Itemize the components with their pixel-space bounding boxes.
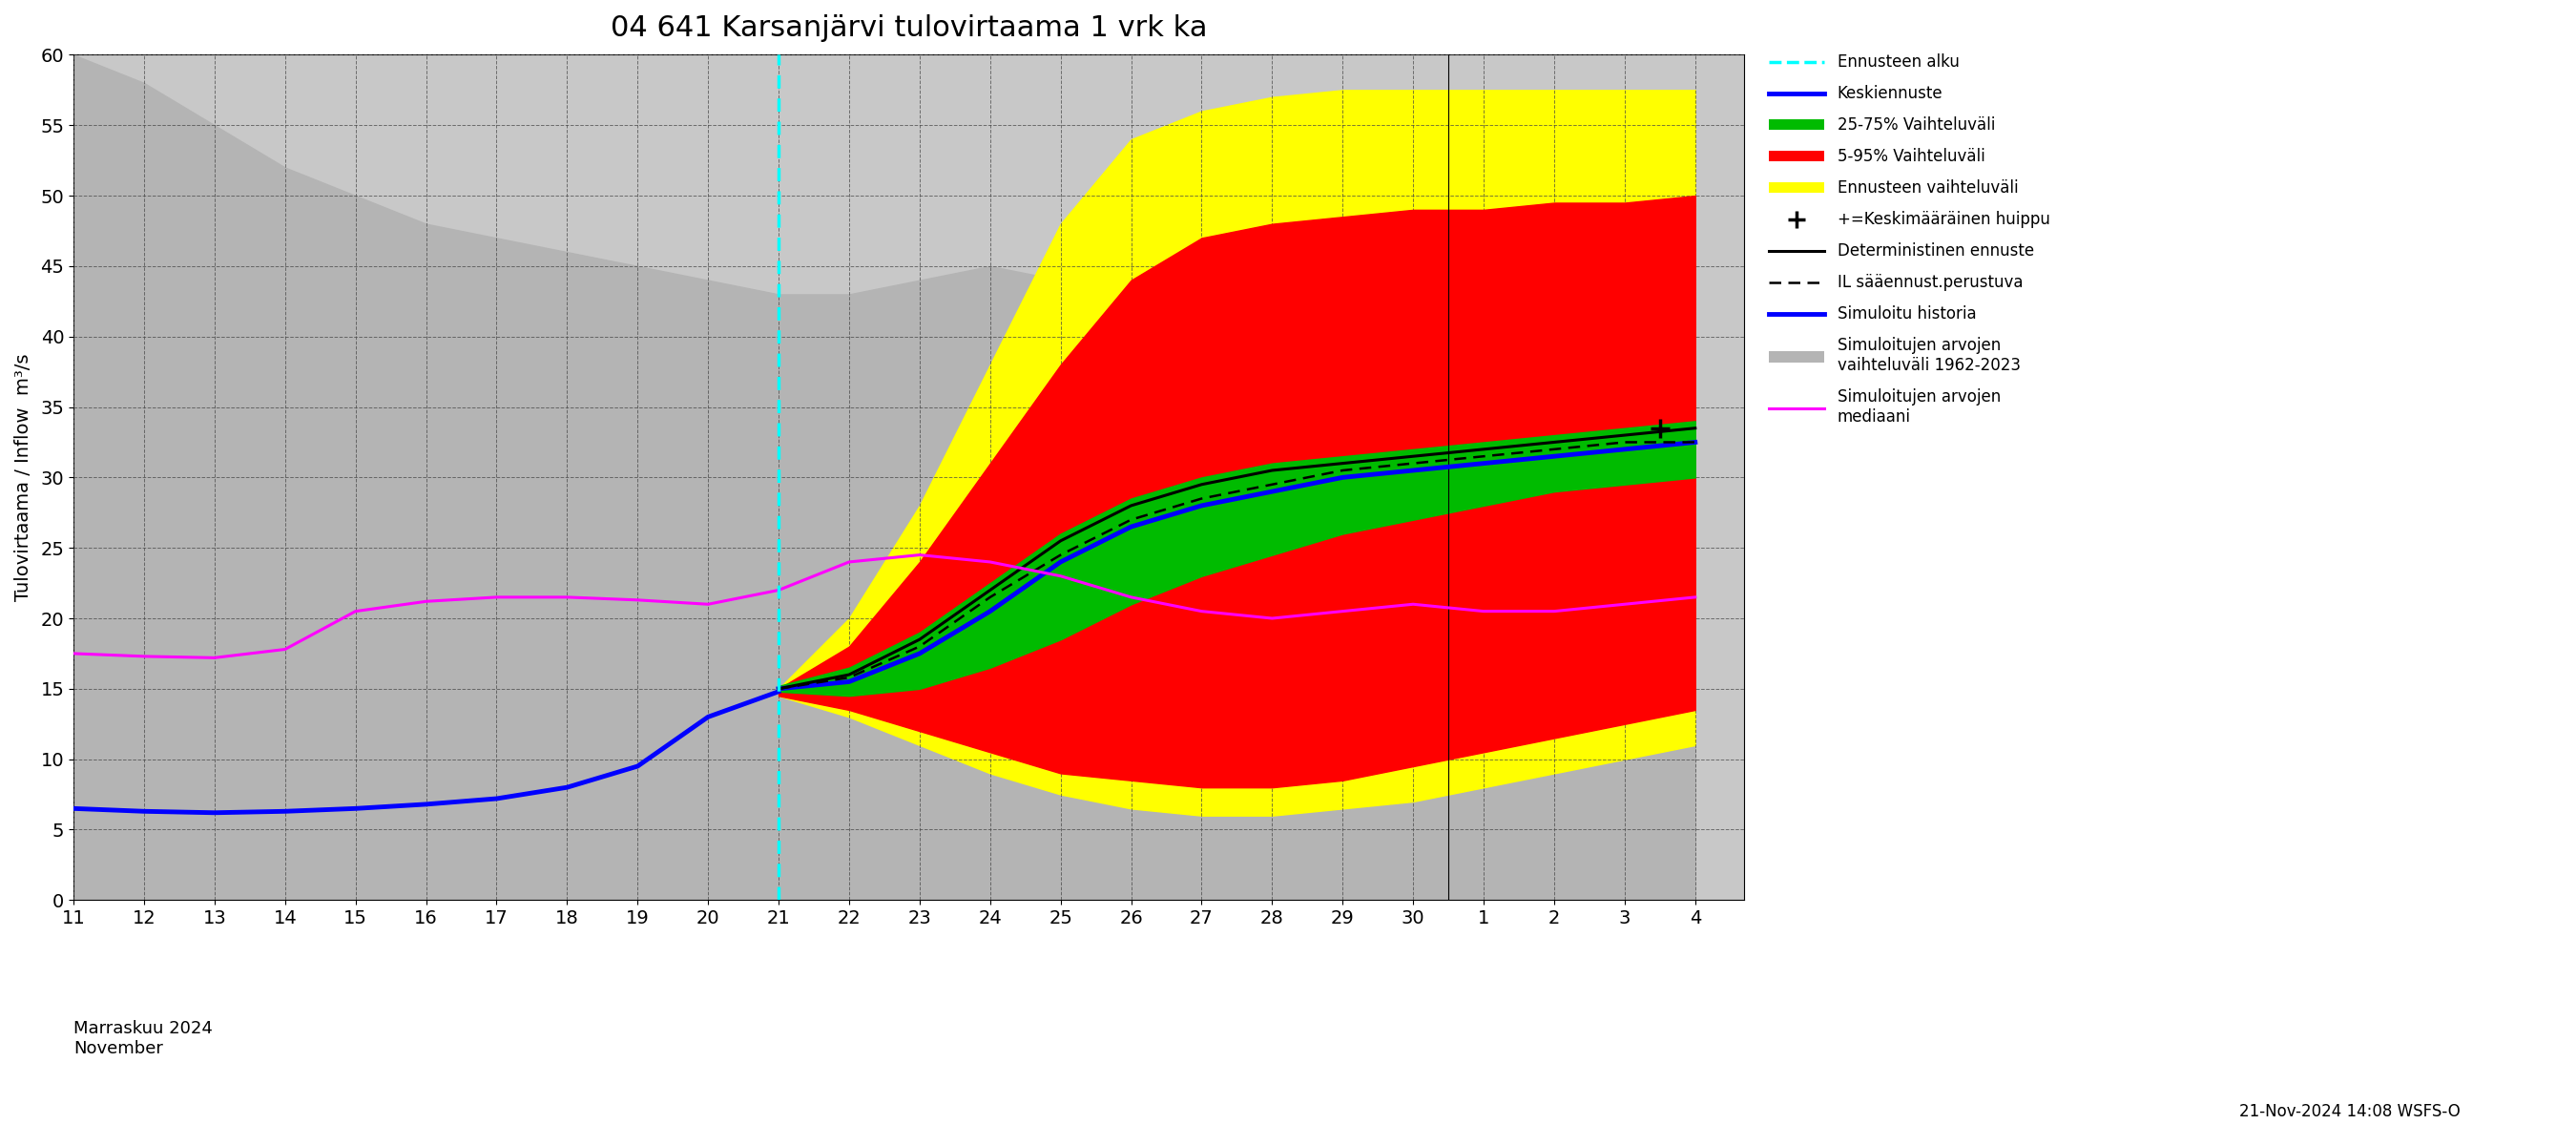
Legend: Ennusteen alku, Keskiennuste, 25-75% Vaihteluväli, 5-95% Vaihteluväli, Ennusteen: Ennusteen alku, Keskiennuste, 25-75% Vai… <box>1762 46 2058 434</box>
Y-axis label: Tulovirtaama / Inflow  m³/s: Tulovirtaama / Inflow m³/s <box>15 354 33 601</box>
Text: Marraskuu 2024
November: Marraskuu 2024 November <box>75 1020 214 1057</box>
Text: 21-Nov-2024 14:08 WSFS-O: 21-Nov-2024 14:08 WSFS-O <box>2239 1103 2460 1120</box>
Title: 04 641 Karsanjärvi tulovirtaama 1 vrk ka: 04 641 Karsanjärvi tulovirtaama 1 vrk ka <box>611 14 1208 42</box>
